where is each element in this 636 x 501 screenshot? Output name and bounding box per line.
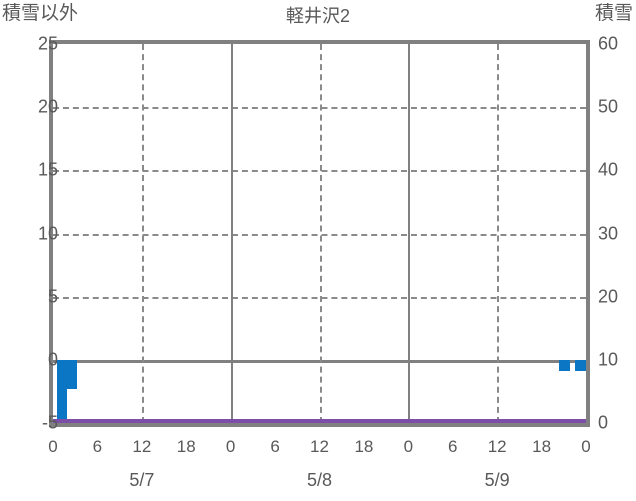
right-axis-tick-label: 60: [598, 33, 619, 54]
right-axis-tick-label: 10: [598, 349, 619, 370]
left-axis-tick-label: 10: [37, 223, 58, 243]
x-axis-tick-label: 6: [270, 437, 280, 456]
day-boundary-gridline: [230, 44, 233, 423]
left-axis-title: 積雪以外: [2, 3, 79, 24]
bar: [57, 359, 68, 423]
x-axis-day-label: 5/9: [484, 470, 510, 490]
plot-area: [49, 40, 590, 427]
right-axis-tick-label: 20: [598, 286, 619, 307]
x-axis-tick-label: 0: [581, 437, 591, 456]
x-axis-tick-label: 18: [354, 437, 374, 456]
x-axis-tick-label: 12: [487, 437, 507, 456]
page-title: 軽井沢2: [285, 6, 350, 26]
left-axis-tick-label: 15: [37, 159, 58, 180]
x-axis-day-label: 5/8: [306, 470, 333, 490]
left-axis-tick-label: 20: [37, 96, 58, 117]
right-axis-tick-label: 30: [598, 223, 619, 243]
plot-inner: [53, 44, 586, 423]
x-axis-tick-label: 12: [132, 437, 152, 456]
x-axis-tick-label: 18: [176, 437, 196, 456]
left-axis-tick-label: -5: [41, 412, 58, 433]
snow-depth-line: [53, 419, 586, 423]
x-axis-tick-label: 6: [92, 437, 103, 456]
right-axis-tick-label: 50: [598, 96, 619, 117]
day-boundary-gridline: [408, 44, 411, 423]
right-axis-tick-label: 40: [598, 159, 619, 180]
vertical-gridline: [319, 44, 322, 423]
x-axis-tick-label: 0: [48, 437, 58, 456]
left-axis-tick-label: 5: [47, 286, 58, 307]
right-axis-title: 積雪: [594, 3, 633, 24]
vertical-gridline: [497, 44, 500, 423]
right-axis-tick-label: 0: [598, 412, 609, 433]
bar: [559, 359, 570, 372]
x-axis-day-label: 5/7: [129, 470, 155, 490]
bar: [574, 359, 586, 372]
x-axis-tick-label: 6: [448, 437, 458, 456]
x-axis-tick-label: 12: [310, 437, 329, 456]
left-axis-tick-label: 0: [47, 349, 58, 370]
x-axis-tick-label: 18: [532, 437, 552, 456]
x-axis-tick-label: 0: [225, 437, 236, 456]
left-axis-tick-label: 25: [37, 33, 58, 54]
vertical-gridline: [141, 44, 144, 423]
x-axis-tick-label: 0: [403, 437, 414, 456]
